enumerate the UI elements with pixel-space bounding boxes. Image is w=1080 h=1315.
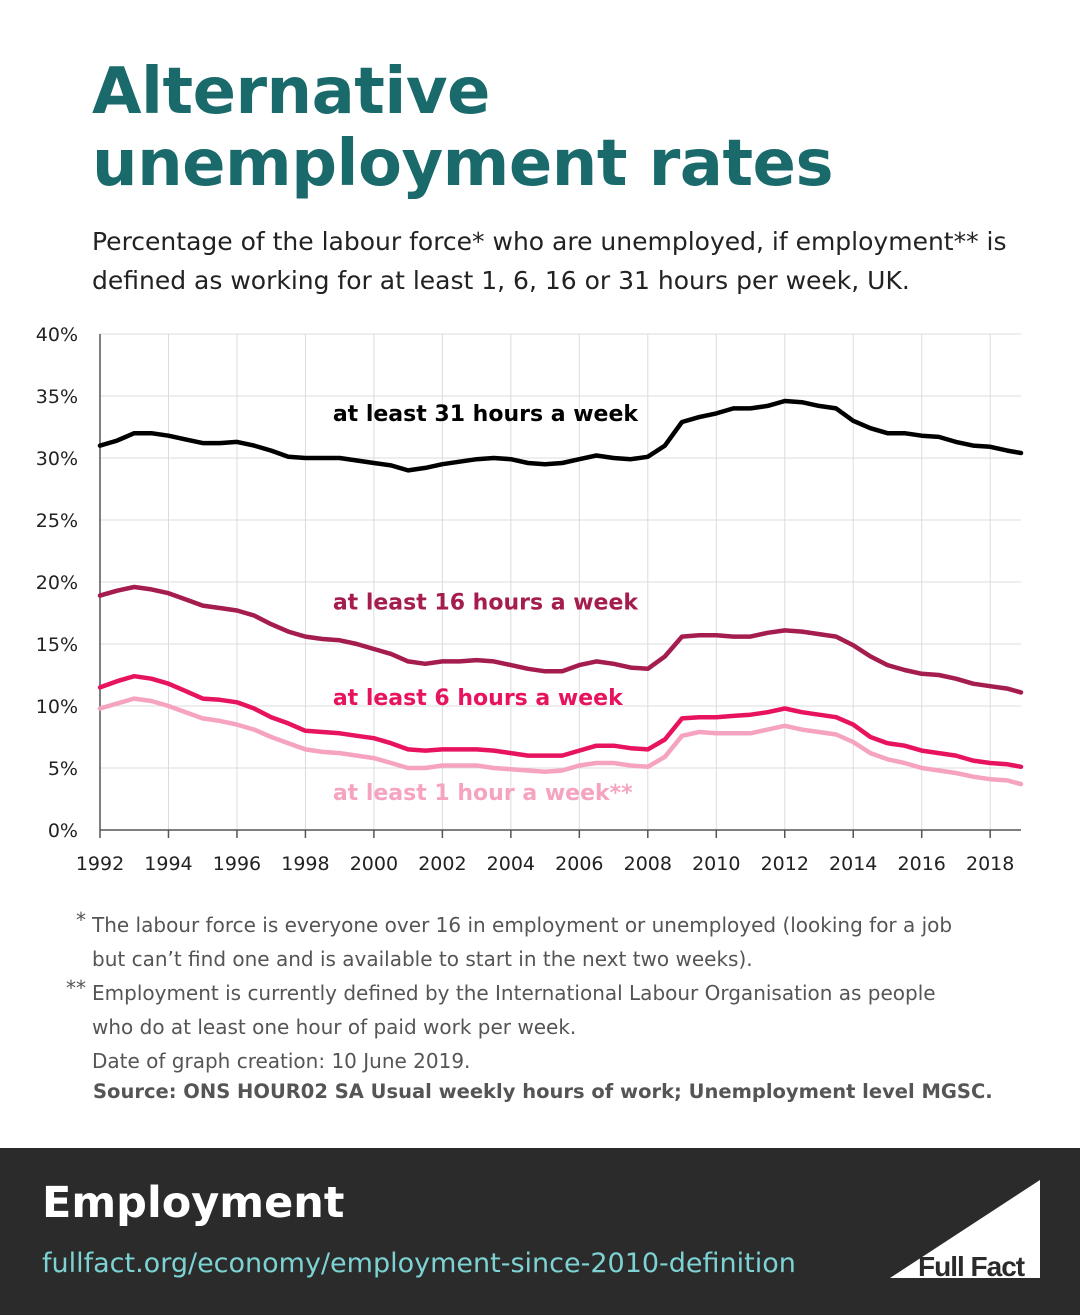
footnote-2-mark: **	[66, 976, 86, 1000]
series-label-3: at least 6 hours a week	[333, 686, 624, 711]
series-label-4: at least 1 hour a week**	[333, 781, 633, 806]
y-tick-label: 5%	[48, 758, 78, 780]
x-tick-label: 1992	[76, 853, 124, 875]
y-tick-label: 25%	[36, 510, 78, 532]
x-tick-label: 2018	[966, 853, 1014, 875]
footer-bar: Employment fullfact.org/economy/employme…	[0, 1148, 1080, 1315]
series-line-1	[97, 398, 1024, 473]
series-line-3	[97, 673, 1024, 770]
chart-subtitle: Percentage of the labour force* who are …	[92, 227, 1007, 295]
footnote-2-line-2: who do at least one hour of paid work pe…	[92, 1015, 577, 1039]
footnote-1-mark: *	[76, 908, 86, 932]
page-title: Alternative unemployment rates	[92, 55, 834, 201]
x-tick-label: 1996	[213, 853, 261, 875]
footnote-1-line-2: but can’t find one and is available to s…	[92, 947, 753, 971]
x-tick-label: 2004	[487, 853, 535, 875]
x-tick-label: 2002	[418, 853, 466, 875]
full-fact-logo: Full Fact	[890, 1180, 1040, 1282]
y-tick-label: 40%	[36, 324, 78, 346]
series-lines	[97, 398, 1024, 787]
footer-topic: Employment	[42, 1178, 345, 1228]
footer-url-link[interactable]: fullfact.org/economy/employment-since-20…	[42, 1248, 796, 1279]
series-label-2: at least 16 hours a week	[333, 590, 640, 615]
graph-date: Date of graph creation: 10 June 2019.	[92, 1049, 471, 1073]
line-chart: 1992 1994 1996 1998 2000 2002 2004 2006 2008 2010…	[36, 324, 1024, 875]
logo-text: Full Fact	[918, 1251, 1025, 1282]
x-tick-label: 2006	[555, 853, 603, 875]
series-line-4	[97, 696, 1024, 787]
x-tick-label: 1994	[144, 853, 192, 875]
y-tick-label: 15%	[36, 634, 78, 656]
chart-grid	[100, 333, 1021, 830]
x-tick-label: 2008	[624, 853, 672, 875]
footnote-1-line-1: The labour force is everyone over 16 in …	[92, 913, 953, 937]
x-tick-label: 2000	[350, 853, 398, 875]
y-tick-label: 20%	[36, 572, 78, 594]
x-tick-label: 1998	[281, 853, 329, 875]
x-tick-label: 2012	[761, 853, 809, 875]
x-tick-label: 2014	[829, 853, 877, 875]
series-line-2	[97, 584, 1024, 695]
source-note: Source: ONS HOUR02 SA Usual weekly hours…	[93, 1080, 993, 1103]
x-tick-label: 2016	[898, 853, 946, 875]
x-tick-labels: 1992 1994 1996 1998 2000 2002 2004 2006 2008 2010…	[76, 853, 1015, 875]
chart-axes	[99, 334, 1021, 838]
footnote-2-line-1: Employment is currently defined by the I…	[92, 981, 936, 1005]
x-tick-label: 2010	[692, 853, 740, 875]
series-labels: at least 31 hours a week at least 16 hour…	[333, 402, 640, 806]
y-tick-labels: 0% 5% 10% 15% 20% 25% 30% 35% 40%	[36, 324, 78, 842]
y-tick-label: 35%	[36, 386, 78, 408]
y-tick-label: 0%	[48, 820, 78, 842]
series-label-1: at least 31 hours a week	[333, 402, 640, 427]
y-tick-label: 30%	[36, 448, 78, 470]
y-tick-label: 10%	[36, 696, 78, 718]
